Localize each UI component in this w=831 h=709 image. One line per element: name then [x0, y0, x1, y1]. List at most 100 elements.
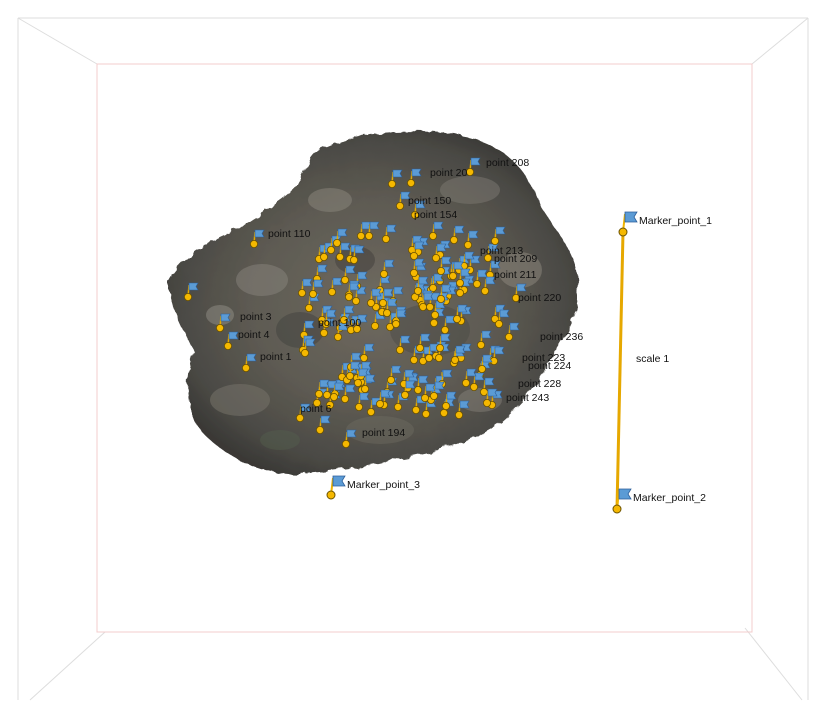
- tie-point[interactable]: [472, 269, 488, 288]
- tie-point[interactable]: [395, 335, 411, 354]
- tie-point[interactable]: [420, 383, 436, 402]
- tie-point[interactable]: [340, 265, 356, 284]
- tie-point[interactable]: [391, 309, 407, 328]
- tie-point[interactable]: [413, 276, 429, 295]
- tie-point[interactable]: [329, 382, 345, 401]
- tie-point[interactable]: [297, 278, 313, 297]
- tie-point[interactable]: [295, 403, 311, 422]
- tie-point[interactable]: [378, 288, 394, 307]
- tie-point[interactable]: [477, 354, 493, 373]
- tie-point[interactable]: [249, 229, 265, 248]
- tie-point[interactable]: [431, 243, 447, 262]
- tie-point[interactable]: [409, 258, 425, 277]
- tie-point[interactable]: [360, 374, 376, 393]
- tie-point[interactable]: [483, 243, 499, 262]
- tie-point[interactable]: [428, 221, 444, 240]
- tie-point[interactable]: [415, 333, 431, 352]
- tie-point[interactable]: [428, 273, 444, 292]
- tie-point[interactable]: [215, 313, 231, 332]
- tie-point[interactable]: [241, 353, 257, 372]
- tie-point[interactable]: [356, 221, 372, 240]
- flag-icon: [337, 228, 348, 237]
- marker-point-2[interactable]: Marker_point_2: [612, 488, 706, 514]
- tie-point[interactable]: [353, 368, 369, 387]
- tie-point-dot: [249, 239, 258, 248]
- tie-point[interactable]: [469, 372, 485, 391]
- tie-point[interactable]: [429, 381, 445, 400]
- tie-point[interactable]: [335, 242, 351, 261]
- tie-point[interactable]: [340, 384, 356, 403]
- tie-point[interactable]: [359, 343, 375, 362]
- marker-point-1[interactable]: Marker_point_1: [618, 211, 712, 237]
- tie-point[interactable]: [300, 338, 316, 357]
- tie-point[interactable]: [364, 221, 380, 240]
- tie-point[interactable]: [418, 292, 434, 311]
- tie-point[interactable]: [448, 261, 464, 280]
- tie-point[interactable]: [479, 377, 495, 396]
- tie-point-dot: [354, 402, 363, 411]
- tie-point[interactable]: [436, 284, 452, 303]
- tie-point[interactable]: [375, 389, 391, 408]
- tie-point[interactable]: [314, 379, 330, 398]
- scale-bar[interactable]: scale 1: [615, 231, 669, 510]
- tie-point[interactable]: [489, 346, 505, 365]
- tie-point[interactable]: [409, 241, 425, 260]
- tie-point[interactable]: [463, 230, 479, 249]
- tie-point[interactable]: [490, 226, 506, 245]
- tie-point[interactable]: [351, 286, 367, 305]
- tie-point[interactable]: [494, 309, 510, 328]
- flag-icon: [441, 284, 452, 293]
- tie-point[interactable]: [430, 300, 446, 319]
- tie-point[interactable]: [223, 331, 239, 350]
- tie-point[interactable]: [441, 391, 457, 410]
- tie-point-label: point 4: [238, 329, 270, 341]
- tie-point-dot: [295, 413, 304, 422]
- tie-point[interactable]: [327, 277, 343, 296]
- tie-point[interactable]: [482, 388, 498, 407]
- tie-point-dot: [428, 231, 437, 240]
- tie-point[interactable]: [452, 304, 468, 323]
- tie-point[interactable]: [450, 345, 466, 364]
- tie-point[interactable]: [381, 224, 397, 243]
- tie-point[interactable]: [382, 298, 398, 317]
- tie-point[interactable]: [504, 322, 520, 341]
- tie-point[interactable]: [308, 279, 324, 298]
- tie-point[interactable]: [476, 330, 492, 349]
- tie-point[interactable]: [341, 429, 357, 448]
- tie-point[interactable]: [455, 268, 471, 287]
- tie-point[interactable]: [406, 168, 422, 187]
- tie-point[interactable]: [386, 365, 402, 384]
- tie-point[interactable]: [449, 225, 465, 244]
- tie-point[interactable]: [395, 191, 411, 210]
- tie-point[interactable]: [354, 392, 370, 411]
- marker-point-3[interactable]: Marker_point_3: [326, 475, 420, 500]
- tie-point[interactable]: [366, 288, 382, 307]
- tie-point[interactable]: [410, 200, 426, 219]
- tie-point[interactable]: [345, 361, 361, 380]
- tie-point[interactable]: [352, 314, 368, 333]
- tie-point[interactable]: [454, 400, 470, 419]
- tie-point[interactable]: [480, 276, 496, 295]
- tie-point[interactable]: [465, 157, 481, 176]
- tie-point[interactable]: [512, 283, 527, 302]
- tie-point[interactable]: [436, 256, 452, 275]
- tie-point[interactable]: [332, 228, 348, 247]
- flag-icon: [361, 361, 372, 370]
- tie-point[interactable]: [315, 415, 331, 434]
- tie-point[interactable]: [183, 282, 199, 301]
- tie-point[interactable]: [333, 322, 349, 341]
- tie-point[interactable]: [461, 368, 477, 387]
- tie-point[interactable]: [344, 282, 360, 301]
- tie-point[interactable]: [400, 380, 416, 399]
- tie-point-dot: [455, 278, 464, 287]
- tie-point[interactable]: [339, 305, 355, 324]
- tie-point[interactable]: [435, 333, 451, 352]
- tie-point[interactable]: [299, 320, 315, 339]
- tie-point[interactable]: [413, 375, 429, 394]
- tie-point[interactable]: [321, 309, 337, 328]
- tie-point[interactable]: [387, 169, 403, 188]
- tie-point[interactable]: [379, 259, 395, 278]
- tie-point[interactable]: [349, 245, 365, 264]
